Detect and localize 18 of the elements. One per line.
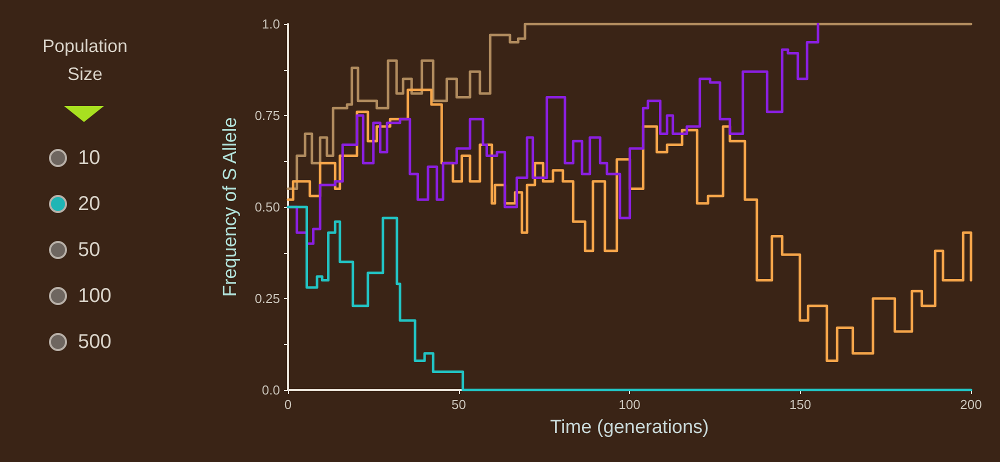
y-tick-label: 0.0 bbox=[262, 382, 280, 398]
x-tick-label: 200 bbox=[960, 397, 982, 412]
category-label: 100 bbox=[78, 284, 112, 308]
y-tick-label: 0.25 bbox=[254, 291, 280, 306]
y-tick-label: 0.50 bbox=[254, 200, 280, 214]
text: Population Size bbox=[41, 35, 129, 86]
x-tick-label: 150 bbox=[789, 397, 812, 412]
category-label: 20 bbox=[78, 192, 100, 216]
x-tick-label: 0 bbox=[284, 397, 292, 412]
x-axis-title: Time (generations) bbox=[550, 417, 709, 438]
category-label: 10 bbox=[78, 146, 100, 170]
y-tick-label: 1.0 bbox=[262, 16, 280, 32]
x-tick-label: 100 bbox=[618, 397, 640, 412]
category-label: 50 bbox=[78, 238, 100, 262]
y-tick-label: 0.75 bbox=[254, 108, 280, 123]
category-label: 500 bbox=[78, 330, 112, 354]
y-axis-title: Frequency of S Allele bbox=[220, 117, 241, 297]
x-tick-label: 50 bbox=[452, 397, 466, 412]
